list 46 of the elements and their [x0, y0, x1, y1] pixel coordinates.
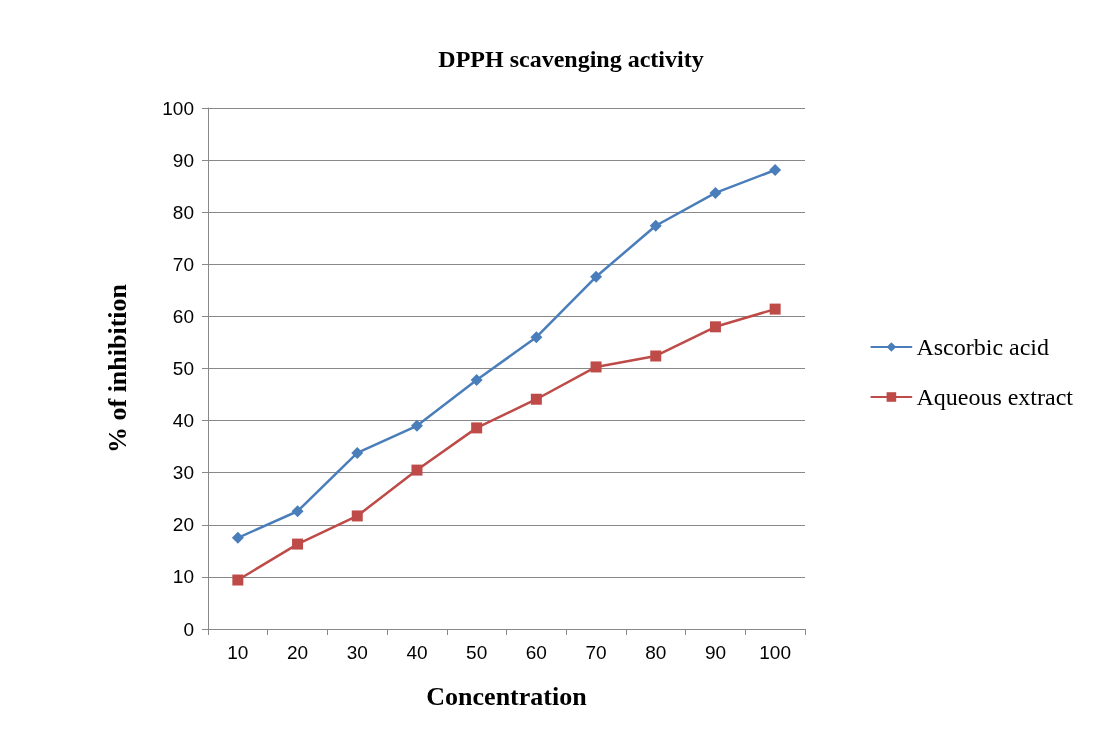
point [351, 510, 363, 522]
y-tick-label: 90 [172, 149, 194, 171]
x-tick-label: 40 [406, 642, 428, 663]
point [530, 393, 542, 405]
point [709, 321, 721, 333]
chart-title: DPPH scavenging activity [438, 46, 704, 72]
x-tick-label: 80 [645, 642, 667, 663]
y-tick-label: 40 [172, 410, 194, 432]
x-tick-label: 100 [759, 642, 791, 663]
point [292, 538, 304, 550]
point [471, 422, 483, 434]
y-tick-label: 60 [172, 305, 194, 327]
y-tick-label: 80 [172, 201, 194, 223]
point [351, 446, 364, 459]
legend-label: Aqueous extract [916, 384, 1074, 410]
point [410, 419, 423, 432]
legend-label: Ascorbic acid [916, 334, 1049, 360]
x-tick-label: 20 [286, 642, 309, 663]
x-tick-label: 30 [346, 642, 368, 663]
x-tick-label: 90 [704, 642, 727, 663]
point [590, 270, 603, 283]
y-axis-title: % of inhibition [102, 283, 132, 454]
x-tick-label: 60 [525, 642, 547, 663]
x-tick-label: 10 [227, 642, 249, 663]
y-tick-label: 0 [183, 618, 194, 640]
y-tick-label: 70 [172, 253, 194, 275]
point [411, 464, 423, 476]
y-tick-label: 20 [172, 514, 194, 536]
x-tick-label: 50 [466, 642, 488, 663]
x-tick-label: 70 [585, 642, 607, 663]
point [231, 531, 244, 544]
point [590, 361, 602, 373]
y-tick-label: 50 [172, 358, 194, 379]
point [650, 350, 662, 362]
point [232, 574, 244, 586]
y-tick-label: 10 [172, 566, 194, 588]
y-tick-label: 30 [172, 462, 194, 484]
y-tick-label: 100 [162, 97, 194, 119]
point [769, 303, 781, 315]
point [649, 219, 662, 232]
point [709, 186, 722, 199]
point [291, 505, 304, 518]
point [470, 373, 483, 386]
point [530, 331, 543, 344]
point [769, 164, 782, 176]
x-axis-title: Concentration [426, 681, 588, 711]
